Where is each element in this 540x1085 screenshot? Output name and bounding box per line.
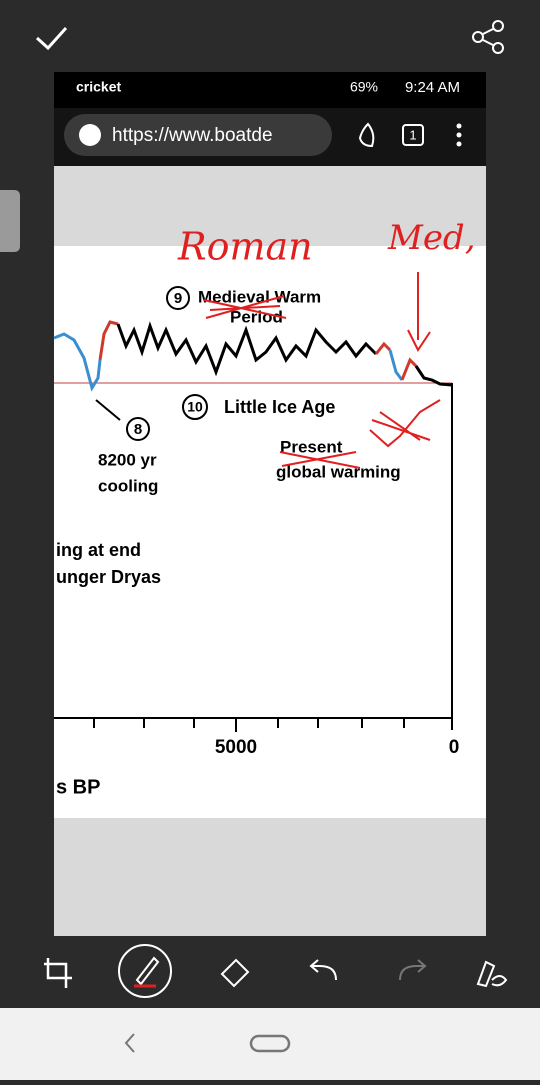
marker-8: 8 xyxy=(134,421,142,438)
chart-image xyxy=(54,246,486,818)
marker-circle xyxy=(166,286,190,310)
fire-icon[interactable] xyxy=(358,122,375,148)
gray-top xyxy=(54,166,486,246)
curve-blue xyxy=(53,332,102,392)
event-label: Little Ice Age xyxy=(224,397,335,417)
home-button[interactable] xyxy=(249,1034,291,1053)
annotation: Med, xyxy=(387,218,476,258)
menu-button[interactable] xyxy=(456,123,462,147)
nav-bar xyxy=(0,1008,540,1080)
scribbles xyxy=(203,272,441,469)
gray-bottom xyxy=(54,818,486,936)
annotation: Roman xyxy=(177,225,313,269)
present-label: Present xyxy=(280,437,343,456)
curve-black-2 xyxy=(414,365,453,387)
period-label: Period xyxy=(230,307,283,326)
curve-red-3 xyxy=(400,357,418,381)
marker-circle xyxy=(126,417,150,441)
x-axis-label: s BP xyxy=(56,776,100,798)
done-button[interactable] xyxy=(35,26,68,51)
marker-10: 10 xyxy=(187,399,203,415)
site-icon xyxy=(79,124,101,146)
url-field[interactable] xyxy=(64,114,332,156)
curve-red-2 xyxy=(374,341,392,355)
period-label: Medieval Warm xyxy=(198,287,321,306)
marker-circle xyxy=(182,394,208,420)
x-ticks xyxy=(93,718,405,732)
status-bar xyxy=(54,72,486,108)
marker-9: 9 xyxy=(174,290,182,307)
curve-red xyxy=(98,320,119,361)
left-label: unger Dryas xyxy=(56,567,161,587)
event-label: 8200 yr xyxy=(98,450,157,469)
x-tick-label: 5000 xyxy=(215,737,257,758)
back-button[interactable] xyxy=(124,1033,135,1053)
crop-button[interactable] xyxy=(44,958,72,988)
curve-black xyxy=(116,321,378,377)
url: https://www.boatde xyxy=(112,125,273,146)
present-label: global warming xyxy=(276,462,401,481)
arrow xyxy=(95,399,121,421)
left-label: ing at end xyxy=(56,540,141,560)
battery: 69% xyxy=(350,79,378,95)
share-button[interactable] xyxy=(472,20,504,54)
side-tab[interactable] xyxy=(0,190,20,252)
redo-button[interactable] xyxy=(399,959,427,981)
curve-blue-2 xyxy=(388,349,404,381)
eraser-button[interactable] xyxy=(220,958,250,988)
tabs-button[interactable] xyxy=(402,124,424,146)
event-label: cooling xyxy=(98,476,158,495)
tab-count: 1 xyxy=(409,127,416,142)
time: 9:24 AM xyxy=(405,79,460,96)
pen-icon xyxy=(135,956,160,986)
pen-button[interactable] xyxy=(118,944,172,998)
carrier: cricket xyxy=(76,79,121,95)
undo-button[interactable] xyxy=(309,959,337,981)
x-tick-label: 0 xyxy=(449,737,460,758)
more-tools[interactable] xyxy=(476,960,508,988)
